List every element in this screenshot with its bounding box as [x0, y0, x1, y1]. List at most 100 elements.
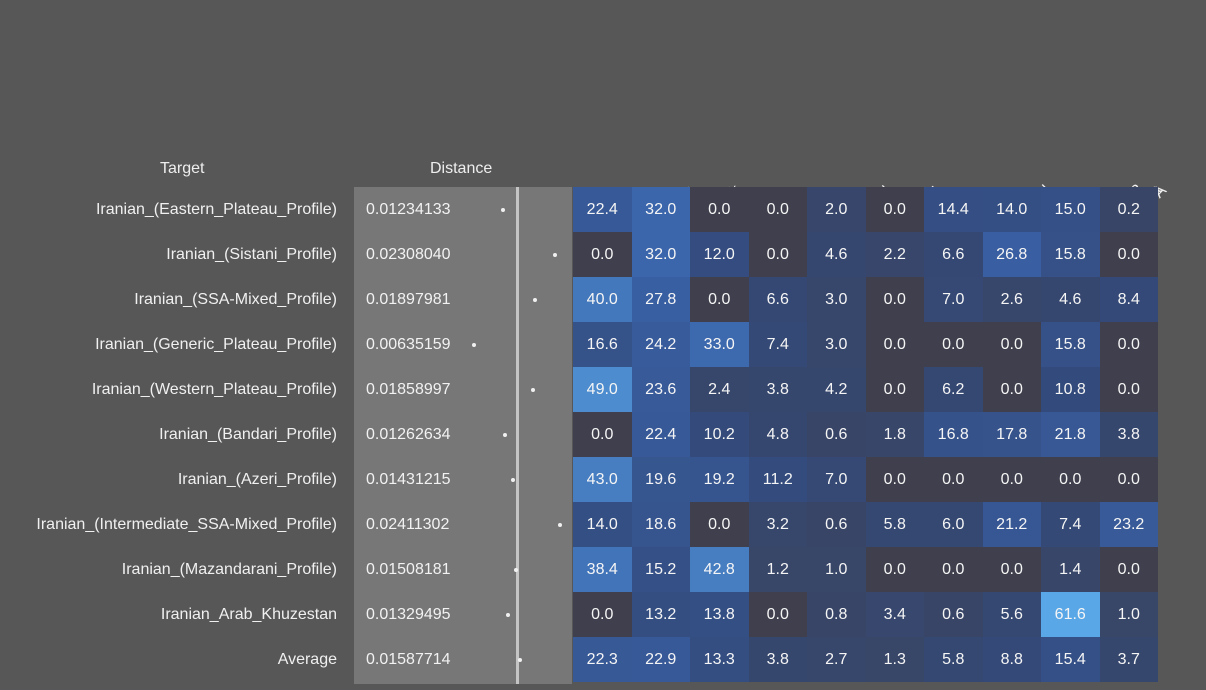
heatmap-cell: 15.8	[1041, 232, 1100, 277]
heatmap-cell: 2.6	[982, 277, 1041, 322]
heatmap-cell: 14.0	[573, 502, 632, 547]
heatmap-cell: 1.2	[748, 547, 807, 592]
heatmap-cell: 14.4	[924, 187, 983, 232]
row-target-label: Iranian_(Bandari_Profile)	[159, 426, 337, 443]
distance-axis-line	[516, 187, 519, 684]
heatmap-cell: 0.0	[865, 322, 924, 367]
heatmap-cell: 0.0	[1041, 457, 1100, 502]
heatmap-cell: 3.8	[1099, 412, 1158, 457]
heatmap-cell: 19.2	[690, 457, 749, 502]
heatmap-cell: 15.2	[631, 547, 690, 592]
heatmap-cell: 43.0	[573, 457, 632, 502]
heatmap-cell: 0.0	[573, 592, 632, 637]
heatmap-cell: 7.4	[748, 322, 807, 367]
heatmap-row: Iranian_(Sistani_Profile) 0.02308040 0.0 32…	[0, 232, 1206, 277]
heatmap-cell: 26.8	[982, 232, 1041, 277]
heatmap-cell: 16.8	[924, 412, 983, 457]
heatmap-cell: 24.2	[631, 322, 690, 367]
heatmap-cell: 16.6	[573, 322, 632, 367]
heatmap-cell: 10.8	[1041, 367, 1100, 412]
heatmap-cell: 1.0	[807, 547, 866, 592]
heatmap-column-headers: Mesopotamian_BasurHoyukTKM_IAUZB_Bustan_…	[0, 0, 1206, 336]
heatmap-cell: 0.6	[807, 502, 866, 547]
heatmap-cell: 0.0	[982, 547, 1041, 592]
heatmap-cell: 1.8	[865, 412, 924, 457]
heatmap-cell: 13.8	[690, 592, 749, 637]
distance-column-header: Distance	[430, 160, 493, 177]
row-target-label: Iranian_(Western_Plateau_Profile)	[91, 381, 337, 398]
heatmap-cell: 22.4	[631, 412, 690, 457]
heatmap-cell: 7.0	[924, 277, 983, 322]
heatmap-cell: 10.2	[690, 412, 749, 457]
heatmap-cell: 0.0	[690, 502, 749, 547]
heatmap-cell: 0.0	[865, 367, 924, 412]
row-target-label: Iranian_(Eastern_Plateau_Profile)	[95, 201, 337, 218]
heatmap-cell: 38.4	[573, 547, 632, 592]
heatmap-cell: 6.0	[924, 502, 983, 547]
row-distance-value: 0.01431215	[366, 471, 451, 488]
heatmap-cell: 21.2	[982, 502, 1041, 547]
heatmap-cell: 0.0	[690, 187, 749, 232]
row-target-label: Average	[277, 651, 337, 668]
heatmap-row: Iranian_(Western_Plateau_Profile) 0.01858…	[0, 367, 1206, 412]
heatmap-cell: 0.6	[924, 592, 983, 637]
heatmap-cell: 1.4	[1041, 547, 1100, 592]
heatmap-cell: 3.4	[865, 592, 924, 637]
heatmap-cell: 23.6	[631, 367, 690, 412]
heatmap-cell: 4.8	[748, 412, 807, 457]
heatmap-cell: 5.8	[924, 637, 983, 682]
heatmap-cell: 15.4	[1041, 637, 1100, 682]
heatmap-cell: 4.2	[807, 367, 866, 412]
heatmap-cell: 5.6	[982, 592, 1041, 637]
target-column-header: Target	[160, 160, 205, 177]
heatmap-cell: 8.4	[1099, 277, 1158, 322]
heatmap-cell: 0.6	[807, 412, 866, 457]
heatmap-cell: 2.0	[807, 187, 866, 232]
heatmap-cell: 0.0	[865, 277, 924, 322]
heatmap-cell: 17.8	[982, 412, 1041, 457]
heatmap-cell: 61.6	[1041, 592, 1100, 637]
row-distance-value: 0.01858997	[366, 381, 451, 398]
row-target-label: Iranian_(Sistani_Profile)	[166, 246, 337, 263]
heatmap-cell: 32.0	[631, 232, 690, 277]
heatmap-cell: 13.2	[631, 592, 690, 637]
heatmap-cell: 33.0	[690, 322, 749, 367]
heatmap-row: Iranian_(Mazandarani_Profile) 0.01508181 3…	[0, 547, 1206, 592]
heatmap-cell: 0.0	[748, 232, 807, 277]
heatmap-cell: 3.7	[1099, 637, 1158, 682]
heatmap-cell: 0.0	[865, 187, 924, 232]
heatmap-cell: 19.6	[631, 457, 690, 502]
heatmap-cell: 0.0	[982, 322, 1041, 367]
distance-marker-dot	[472, 343, 476, 347]
row-distance-value: 0.01234133	[366, 201, 451, 218]
heatmap-cell: 0.0	[690, 277, 749, 322]
heatmap-row: Iranian_(Intermediate_SSA-Mixed_Profile)…	[0, 502, 1206, 547]
row-distance-value: 0.00635159	[366, 336, 451, 353]
heatmap-row: Iranian_Arab_Khuzestan 0.01329495 0.0 13.2 1…	[0, 592, 1206, 637]
heatmap-cell: 0.0	[865, 457, 924, 502]
heatmap-cell: 0.0	[573, 412, 632, 457]
row-distance-value: 0.01508181	[366, 561, 451, 578]
heatmap-cell: 6.6	[748, 277, 807, 322]
heatmap-cell: 7.0	[807, 457, 866, 502]
heatmap-cell: 0.0	[1099, 232, 1158, 277]
heatmap-cell: 32.0	[631, 187, 690, 232]
heatmap-cell: 12.0	[690, 232, 749, 277]
heatmap-cell: 27.8	[631, 277, 690, 322]
heatmap-cell: 22.9	[631, 637, 690, 682]
row-target-label: Iranian_(SSA-Mixed_Profile)	[134, 291, 337, 308]
heatmap-cell: 0.0	[1099, 457, 1158, 502]
row-distance-value: 0.02308040	[366, 246, 451, 263]
heatmap-cell: 6.2	[924, 367, 983, 412]
distance-marker-dot	[533, 298, 537, 302]
distance-marker-dot	[511, 478, 515, 482]
heatmap-cell: 0.0	[748, 187, 807, 232]
heatmap-row: Iranian_(Azeri_Profile) 0.01431215 43.0 19.…	[0, 457, 1206, 502]
heatmap-cell: 3.0	[807, 277, 866, 322]
distance-marker-dot	[501, 208, 505, 212]
heatmap-cell: 23.2	[1099, 502, 1158, 547]
heatmap-cell: 3.8	[748, 637, 807, 682]
row-target-label: Iranian_(Mazandarani_Profile)	[121, 561, 337, 578]
heatmap-cell: 49.0	[573, 367, 632, 412]
row-distance-value: 0.02411302	[366, 516, 450, 533]
